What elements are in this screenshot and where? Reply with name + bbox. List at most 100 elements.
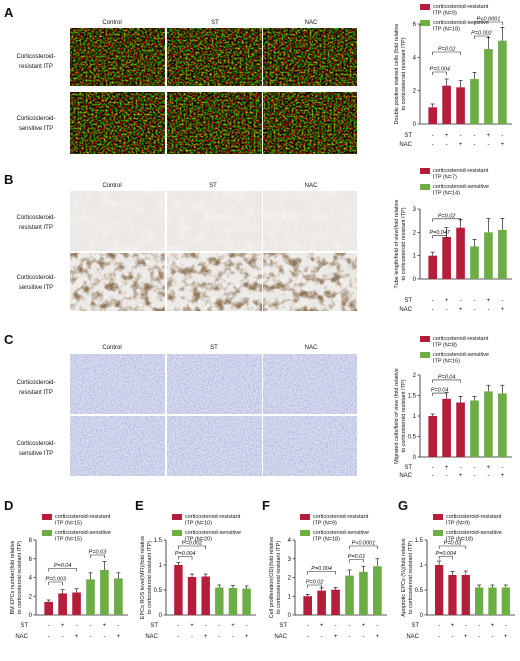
y-tick-label: 6 (29, 557, 33, 563)
bar-2 (331, 589, 340, 615)
row-label-a-top-2: resistant ITP (19, 64, 53, 70)
y-tick-label: 3 (413, 207, 417, 213)
y-tick-label: 1 (413, 254, 417, 260)
micrograph-texture-dark (167, 253, 262, 311)
treatment-sign: - (232, 634, 234, 640)
y-tick-label: 2 (413, 89, 417, 95)
p-value-label: P=0.003 (45, 577, 67, 583)
legend-label-sensitive-1: corticosteroid-sensitive (55, 530, 111, 536)
bar-5 (242, 588, 251, 615)
y-tick-label: 2 (413, 230, 417, 236)
micrograph-texture (263, 354, 357, 414)
col-header-control-a: Control (102, 20, 121, 26)
treatment-sign: - (460, 298, 462, 304)
treatment-sign: - (335, 623, 337, 629)
treatment-sign: - (62, 634, 64, 640)
legend-label-resistant-2: ITP (N=8) (433, 343, 457, 349)
p-value-label: P=0.01 (348, 554, 366, 560)
bar-3 (86, 579, 95, 615)
treatment-sign: - (349, 634, 351, 640)
treatment-sign: - (446, 473, 448, 479)
y-tick-label: 6 (413, 22, 417, 28)
treatment-sign: + (334, 634, 338, 640)
col-header-control-c: Control (102, 345, 121, 351)
y-axis-label-line-1: Apoptotic EPCs (%)(fold relative (401, 538, 407, 617)
treatment-sign: + (103, 623, 107, 629)
row-label-c-bot-1: Corticosteroid- (16, 441, 55, 447)
micrograph-b-r2-c1 (70, 253, 165, 311)
treatment-sign: + (459, 142, 463, 148)
micrograph-b-r1-c1 (70, 191, 165, 251)
legend-label-resistant-1: corticosteroid-resistant (446, 514, 502, 520)
legend-label-sensitive-2: ITP (N=14) (433, 191, 460, 197)
micrograph-b-r2-c3 (263, 253, 357, 311)
legend-swatch-sensitive (433, 530, 443, 536)
bar-2 (201, 576, 210, 615)
legend-swatch-resistant (300, 514, 310, 520)
treatment-sign: - (432, 465, 434, 471)
micrograph-texture-dark (70, 253, 165, 311)
bar-3 (470, 400, 479, 457)
p-value-label: P=0.04 (438, 374, 456, 380)
y-axis-label-line-2: to corticosteroid resistant ITP) (401, 37, 407, 110)
treatment-sign: - (76, 623, 78, 629)
y-tick-label: 1 (288, 594, 292, 600)
micrograph-texture (167, 354, 262, 414)
bar-1 (442, 237, 451, 279)
y-tick-label: 1.5 (154, 538, 163, 544)
col-header-st-c: ST (210, 345, 218, 351)
treatment-sign: + (459, 473, 463, 479)
y-axis-label-line-2: to corticosteroid resistant ITP) (17, 541, 23, 614)
treatment-label-nac: NAC (399, 307, 412, 313)
micrograph-texture (167, 28, 262, 86)
micrograph-texture (167, 92, 262, 154)
col-header-st-b: ST (209, 183, 217, 189)
legend-label-sensitive-2: ITP (N=20) (185, 537, 212, 543)
micrograph-a-r1-c1 (70, 28, 165, 86)
bar-2 (461, 575, 470, 615)
p-value-label: P=0.004 (311, 566, 332, 572)
p-bracket (438, 556, 453, 560)
bar-1 (187, 577, 197, 615)
bar-1 (442, 85, 451, 124)
legend-swatch-sensitive (172, 530, 182, 536)
treatment-label-st: ST (411, 623, 419, 629)
treatment-sign: + (204, 634, 208, 640)
y-tick-label: 1.5 (408, 394, 417, 400)
treatment-sign: - (487, 307, 489, 313)
legend-label-resistant-1: corticosteroid-resistant (313, 514, 369, 520)
panel-letter-f: F (262, 498, 270, 513)
bar-2 (456, 227, 465, 279)
row-label-a-bot-2: sensitive ITP (19, 126, 53, 132)
treatment-sign: - (177, 623, 179, 629)
treatment-sign: + (117, 634, 121, 640)
legend-label-resistant-1: corticosteroid-resistant (185, 514, 241, 520)
treatment-sign: + (445, 465, 449, 471)
treatment-sign: - (307, 634, 309, 640)
panel-letter-e: E (135, 498, 144, 513)
treatment-label-nac: NAC (406, 634, 419, 640)
micrograph-c-r1-c1 (70, 354, 165, 414)
p-bracket (90, 554, 105, 558)
p-value-label: P=0.004 (429, 67, 450, 73)
treatment-sign: + (451, 623, 455, 629)
col-header-control-b: Control (102, 183, 121, 189)
p-bracket (307, 584, 322, 588)
micrograph-b-r2-c2 (167, 253, 262, 311)
panel-letter-a: A (4, 5, 14, 20)
legend-label-resistant-2: ITP (N=7) (433, 175, 457, 181)
micrograph-texture (263, 416, 357, 476)
row-label-b-bot-2: sensitive ITP (19, 285, 53, 291)
y-tick-label: 2 (29, 594, 33, 600)
treatment-sign: - (218, 623, 220, 629)
micrograph-c-r1-c3 (263, 354, 357, 414)
row-label-c-bot-2: sensitive ITP (19, 451, 53, 457)
treatment-sign: - (478, 623, 480, 629)
y-tick-label: 0 (413, 277, 417, 283)
panel-letter-b: B (4, 172, 13, 187)
y-tick-label: 0 (413, 122, 417, 128)
micrograph-texture (167, 191, 262, 251)
